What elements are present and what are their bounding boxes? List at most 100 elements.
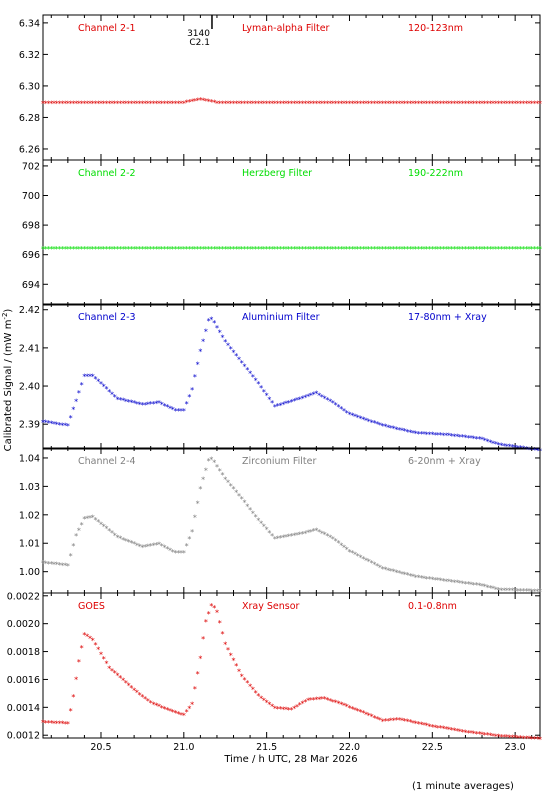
data-point: * [63, 720, 67, 729]
data-point: * [378, 421, 382, 430]
data-point: * [52, 99, 56, 108]
data-point: * [190, 386, 194, 395]
data-point: * [127, 398, 131, 407]
data-point: * [47, 245, 51, 254]
data-point: * [469, 580, 473, 589]
data-point: * [74, 675, 78, 684]
data-point: * [193, 685, 197, 694]
data-point: * [370, 559, 374, 568]
data-point: * [306, 99, 310, 108]
data-point: * [356, 707, 360, 716]
data-point: * [107, 388, 111, 397]
data-point: * [538, 99, 542, 108]
data-point: * [524, 445, 528, 454]
data-point: * [450, 245, 454, 254]
data-point: * [450, 432, 454, 441]
data-point: * [312, 696, 316, 705]
data-point: * [306, 245, 310, 254]
data-point: * [168, 245, 172, 254]
data-point: * [93, 245, 97, 254]
data-point: * [312, 527, 316, 536]
data-point: * [323, 531, 327, 540]
data-point: * [262, 696, 266, 705]
data-point: * [480, 245, 484, 254]
data-point: * [527, 99, 531, 108]
data-point: * [281, 99, 285, 108]
data-point: * [204, 466, 208, 475]
data-point: * [452, 245, 456, 254]
data-point: * [513, 587, 517, 596]
y-tick-label: 1.02 [19, 510, 40, 521]
data-point: * [323, 695, 327, 704]
data-point: * [248, 506, 252, 515]
data-point: * [483, 731, 487, 740]
data-point: * [262, 99, 266, 108]
data-point: * [292, 245, 296, 254]
data-point: * [52, 245, 56, 254]
data-point: * [378, 716, 382, 725]
data-point: * [151, 542, 155, 551]
data-point: * [494, 732, 498, 741]
data-point: * [323, 245, 327, 254]
data-point: * [256, 517, 260, 526]
data-point: * [49, 719, 53, 728]
data-point: * [135, 99, 139, 108]
data-point: * [74, 532, 78, 541]
data-point: * [463, 434, 467, 443]
data-point: * [328, 697, 332, 706]
data-point: * [383, 245, 387, 254]
data-point: * [439, 724, 443, 733]
data-point: * [49, 420, 53, 429]
data-point: * [403, 245, 407, 254]
data-point: * [69, 552, 73, 561]
data-point: * [74, 99, 78, 108]
data-point: * [375, 420, 379, 429]
data-point: * [477, 435, 481, 444]
data-point: * [345, 546, 349, 555]
y-tick-label: 0.0018 [7, 647, 40, 658]
data-point: * [535, 245, 539, 254]
data-point: * [218, 99, 222, 108]
data-point: * [201, 635, 205, 644]
data-point: * [347, 548, 351, 557]
data-point: * [350, 549, 354, 558]
data-point: * [176, 407, 180, 416]
data-point: * [201, 245, 205, 254]
data-point: * [229, 482, 233, 491]
data-point: * [171, 245, 175, 254]
data-point: * [245, 245, 249, 254]
panel-label-band: 0.1-0.8nm [408, 601, 457, 612]
data-point: * [505, 733, 509, 742]
data-point: * [160, 400, 164, 409]
data-point: * [116, 395, 120, 404]
data-point: * [312, 99, 316, 108]
data-point: * [386, 99, 390, 108]
data-point: * [157, 99, 161, 108]
data-point: * [389, 567, 393, 576]
data-point: * [314, 526, 318, 535]
data-point: * [234, 662, 238, 671]
data-point: * [314, 245, 318, 254]
panel-2: 694 696 698 700 702 Channel 2-2 Herzberg Filte… [22, 159, 542, 306]
data-point: * [535, 735, 539, 744]
chart-panels: 6.26 6.28 6.30 6.32 6.34 Channel 2-1 Lyman-alp… [7, 14, 542, 753]
averaging-note: (1 minute averages) [412, 781, 514, 792]
data-point: * [532, 587, 536, 596]
data-point: * [77, 658, 81, 667]
data-point: * [450, 726, 454, 735]
data-point: * [323, 99, 327, 108]
data-point: * [132, 687, 136, 696]
data-point: * [207, 317, 211, 326]
data-point: * [317, 391, 321, 400]
data-point: * [212, 99, 216, 108]
data-point: * [47, 419, 51, 428]
data-point: * [284, 706, 288, 715]
data-point: * [397, 426, 401, 435]
data-point: * [77, 245, 81, 254]
data-point: * [386, 245, 390, 254]
data-point: * [513, 734, 517, 743]
data-point: * [527, 245, 531, 254]
data-point: * [372, 561, 376, 570]
data-point: * [524, 734, 528, 743]
data-point: * [461, 728, 465, 737]
